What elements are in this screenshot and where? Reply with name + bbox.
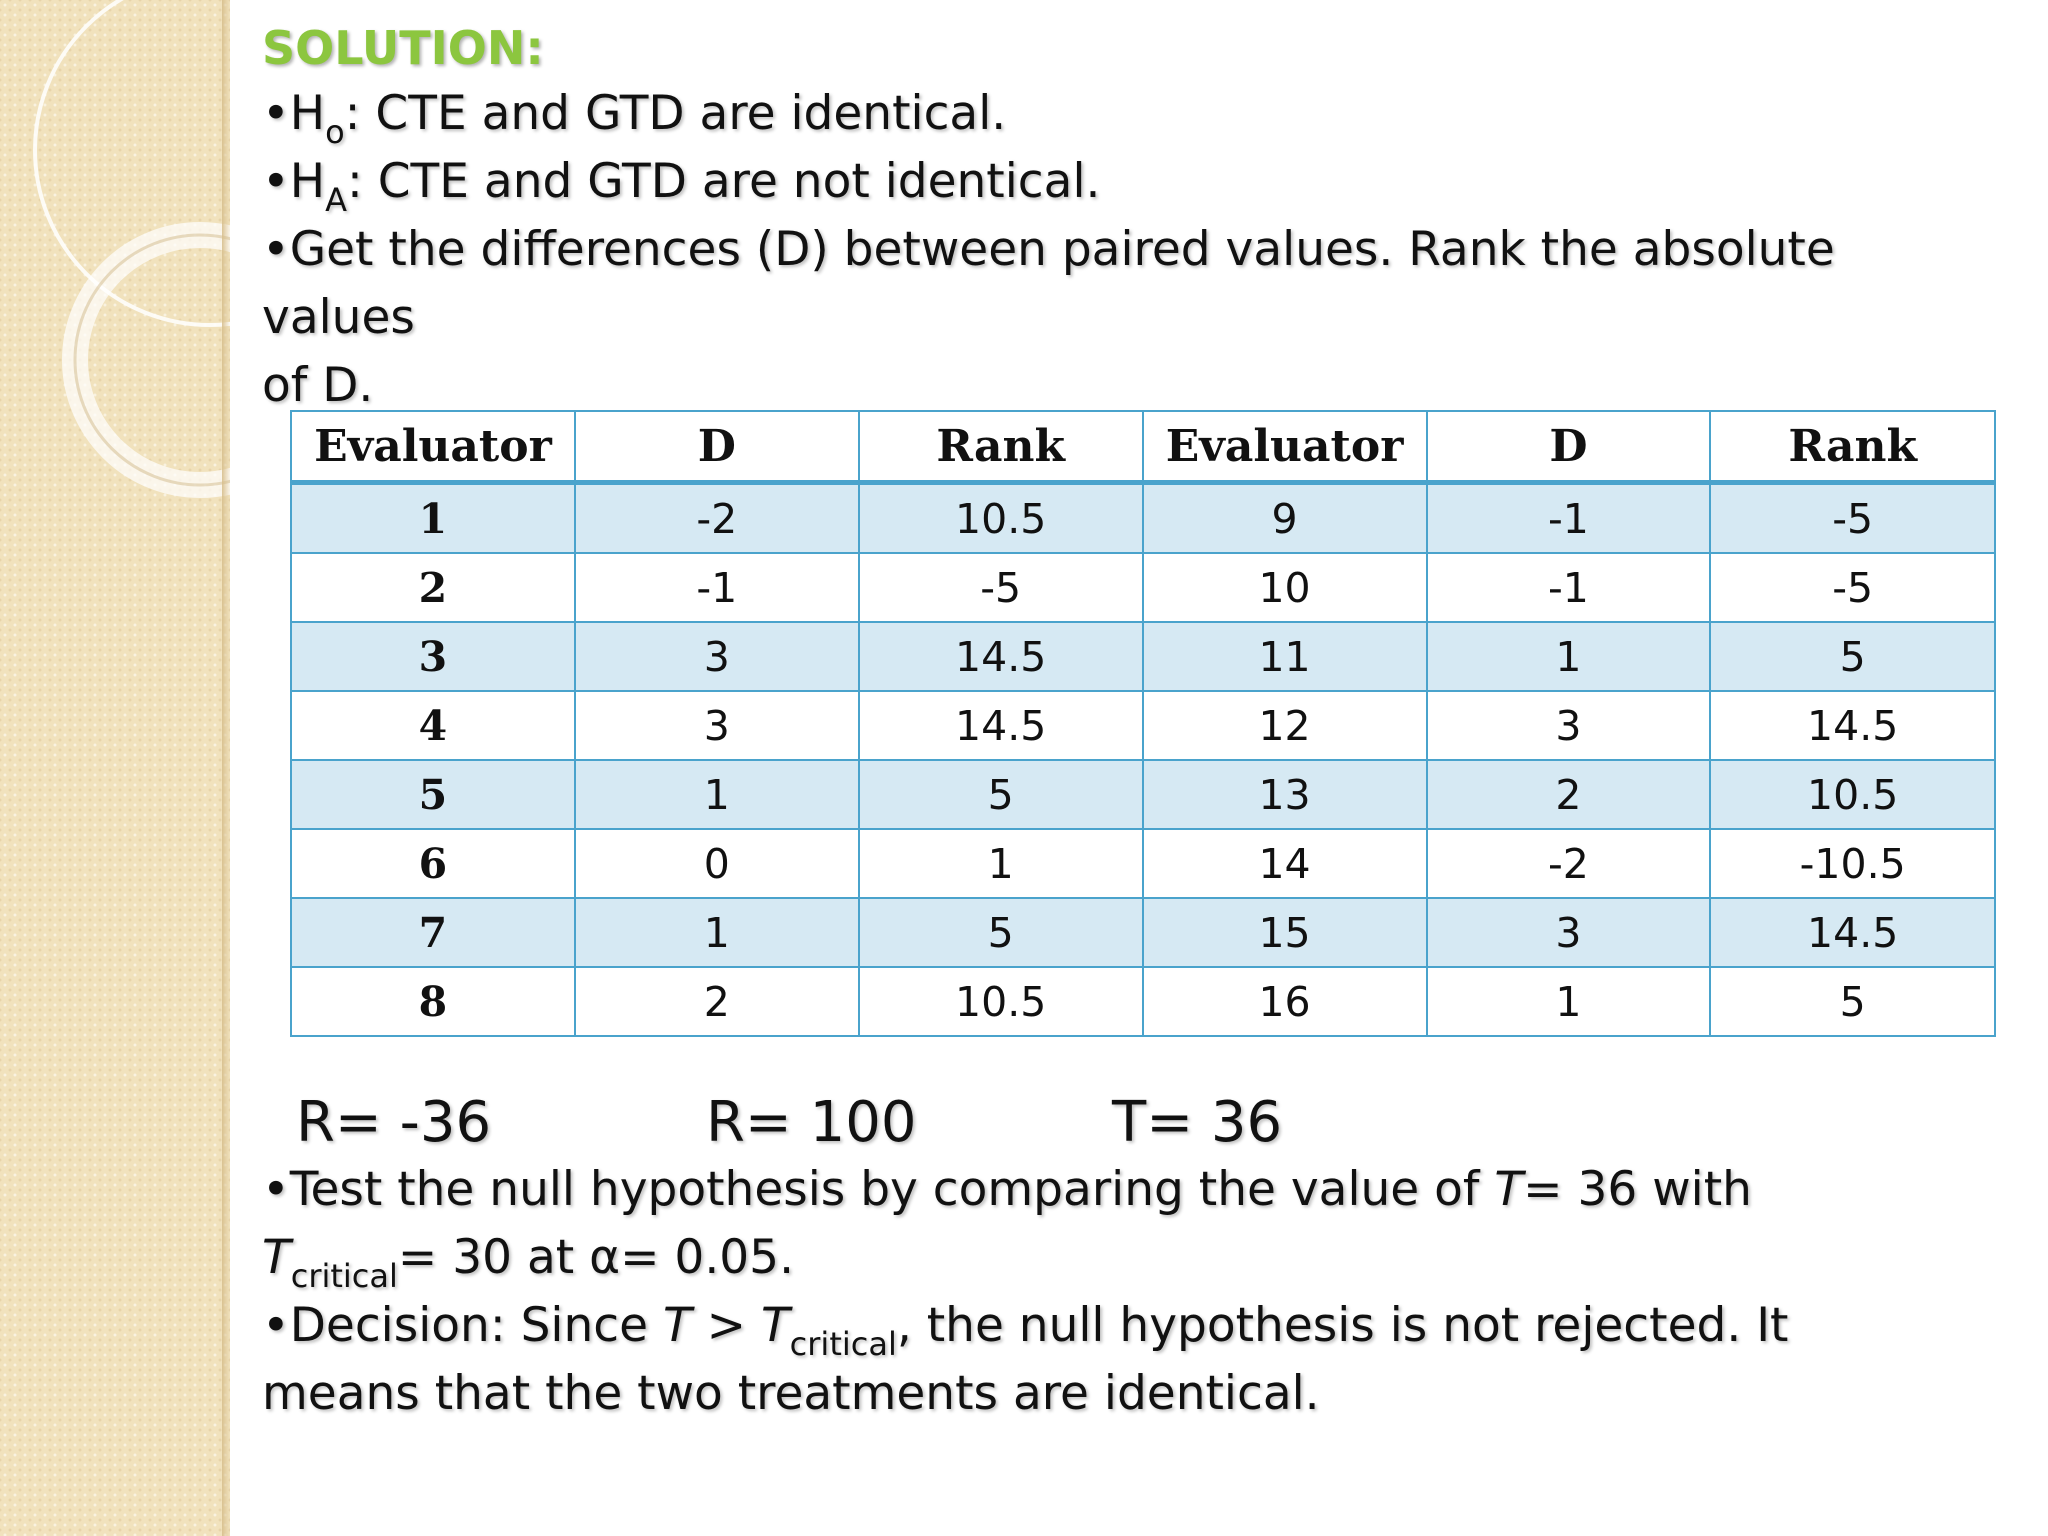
table-cell: 10.5 xyxy=(857,481,1144,554)
alternative-hypothesis: •HA: CTE and GTD are not identical. xyxy=(262,148,2002,216)
decision-line: •Decision: Since T > Tcritical, the null… xyxy=(262,1292,2002,1360)
greater-than-symbol: > xyxy=(691,1298,761,1353)
decision-t-symbol: T xyxy=(662,1298,692,1353)
table-cell: 10.5 xyxy=(1709,759,1996,830)
h0-subscript: o xyxy=(325,113,345,151)
table-cell: 10.5 xyxy=(857,966,1144,1037)
table-cell: 14 xyxy=(1141,828,1428,899)
column-header: Rank xyxy=(857,410,1144,485)
table-row: 4 3 14.5 12 3 14.5 xyxy=(290,690,1996,761)
table-cell: 10 xyxy=(1141,552,1428,623)
decision-text-b: , the null hypothesis is not rejected. I… xyxy=(896,1298,1789,1353)
table-cell: 9 xyxy=(1141,481,1428,554)
table-row: 2 -1 -5 10 -1 -5 xyxy=(290,552,1996,623)
decorative-side-band xyxy=(0,0,230,1536)
differences-instruction: •Get the differences (D) between paired … xyxy=(262,222,1835,345)
table-cell: 5 xyxy=(857,897,1144,968)
table-row: 7 1 5 15 3 14.5 xyxy=(290,897,1996,968)
table-row: 1 -2 10.5 9 -1 -5 xyxy=(290,481,1996,554)
column-header: D xyxy=(1425,410,1712,485)
table-cell: 5 xyxy=(1709,966,1996,1037)
table-row: 3 3 14.5 11 1 5 xyxy=(290,621,1996,692)
table-cell: -5 xyxy=(857,552,1144,623)
table-cell: 2 xyxy=(573,966,860,1037)
table-cell: 2 xyxy=(1425,759,1712,830)
decorative-rings xyxy=(33,0,230,498)
sum-negative-ranks: R= -36 xyxy=(296,1090,492,1155)
table-row: 6 0 1 14 -2 -10.5 xyxy=(290,828,1996,899)
table-cell: 1 xyxy=(573,759,860,830)
table-cell: 14.5 xyxy=(857,621,1144,692)
test-text-b: = 36 with xyxy=(1523,1162,1752,1217)
decision-subscript: critical xyxy=(789,1325,897,1363)
table-cell: 12 xyxy=(1141,690,1428,761)
table-cell: 11 xyxy=(1141,621,1428,692)
table-cell: -1 xyxy=(1425,552,1712,623)
test-t-symbol: T xyxy=(1494,1162,1524,1217)
column-header: Evaluator xyxy=(1141,410,1428,485)
table-cell: -5 xyxy=(1709,481,1996,554)
h0-text: : CTE and GTD are identical. xyxy=(344,86,1007,141)
table-cell: -2 xyxy=(1425,828,1712,899)
table-cell: 8 xyxy=(290,966,576,1037)
critical-value-line: Tcritical= 30 at α= 0.05. xyxy=(262,1224,2002,1292)
critical-t-symbol: T xyxy=(262,1230,291,1285)
table-cell: 6 xyxy=(290,828,576,899)
conclusion-text: •Test the null hypothesis by comparing t… xyxy=(262,1156,2002,1428)
table-cell: 3 xyxy=(290,621,576,692)
ha-text: : CTE and GTD are not identical. xyxy=(346,154,1101,209)
table-cell: 1 xyxy=(857,828,1144,899)
table-cell: 14.5 xyxy=(1709,690,1996,761)
table-cell: -1 xyxy=(573,552,860,623)
sum-positive-ranks: R= 100 xyxy=(706,1090,917,1155)
null-hypothesis: •Ho: CTE and GTD are identical. xyxy=(262,80,2002,148)
table-cell: 5 xyxy=(290,759,576,830)
test-text-a: •Test the null hypothesis by comparing t… xyxy=(262,1162,1495,1217)
decision-tcrit-symbol: T xyxy=(760,1298,790,1353)
table-cell: 3 xyxy=(1425,897,1712,968)
table-header-row: Evaluator D Rank Evaluator D Rank xyxy=(290,410,1996,485)
table-cell: 1 xyxy=(573,897,860,968)
table-cell: -1 xyxy=(1425,481,1712,554)
table-cell: 1 xyxy=(290,481,576,554)
table-cell: 1 xyxy=(1425,621,1712,692)
table-cell: 3 xyxy=(573,621,860,692)
h0-bullet: •H xyxy=(262,86,326,141)
critical-text: = 30 at α= 0.05. xyxy=(397,1230,795,1285)
table-cell: 3 xyxy=(573,690,860,761)
column-header: D xyxy=(573,410,860,485)
table-cell: -2 xyxy=(573,481,860,554)
table-cell: 5 xyxy=(857,759,1144,830)
table-row: 8 2 10.5 16 1 5 xyxy=(290,966,1996,1037)
ha-subscript: A xyxy=(325,181,347,219)
table-cell: 16 xyxy=(1141,966,1428,1037)
column-header: Rank xyxy=(1709,410,1996,485)
table-cell: 4 xyxy=(290,690,576,761)
table-cell: 14.5 xyxy=(1709,897,1996,968)
rank-table: Evaluator D Rank Evaluator D Rank 1 -2 10.5 9 -1-… xyxy=(290,410,1996,1037)
test-instruction: •Test the null hypothesis by comparing t… xyxy=(262,1156,2002,1224)
decision-text-a: •Decision: Since xyxy=(262,1298,663,1353)
table-cell: 7 xyxy=(290,897,576,968)
table-cell: 13 xyxy=(1141,759,1428,830)
decision-line-cont: means that the two treatments are identi… xyxy=(262,1366,1320,1421)
solution-text: SOLUTION: •Ho: CTE and GTD are identical… xyxy=(262,20,2002,420)
table-cell: 3 xyxy=(1425,690,1712,761)
table-cell: 0 xyxy=(573,828,860,899)
critical-subscript: critical xyxy=(290,1257,398,1295)
table-cell: 2 xyxy=(290,552,576,623)
table-cell: -5 xyxy=(1709,552,1996,623)
differences-instruction-cont: of D. xyxy=(262,358,374,413)
table-cell: 15 xyxy=(1141,897,1428,968)
ha-bullet: •H xyxy=(262,154,326,209)
table-cell: 14.5 xyxy=(857,690,1144,761)
table-cell: -10.5 xyxy=(1709,828,1996,899)
test-statistic: T= 36 xyxy=(1112,1090,1283,1155)
table-cell: 5 xyxy=(1709,621,1996,692)
table-cell: 1 xyxy=(1425,966,1712,1037)
column-header: Evaluator xyxy=(290,410,576,485)
table-row: 5 1 5 13 2 10.5 xyxy=(290,759,1996,830)
solution-heading: SOLUTION: xyxy=(262,21,544,75)
